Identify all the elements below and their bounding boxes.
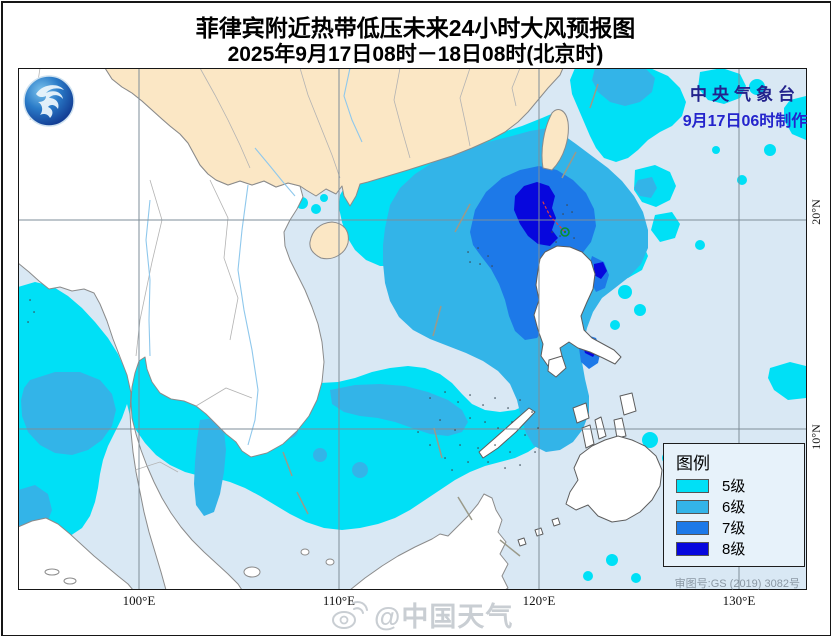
- agency-name: 中央气象台: [690, 85, 800, 104]
- lat-label-20n: 20°N: [809, 199, 823, 225]
- legend-row: 7级: [676, 520, 804, 537]
- cma-dragon-logo: [23, 75, 75, 127]
- lon-label-100e: 100°E: [122, 593, 156, 608]
- map-canvas: [17, 67, 807, 591]
- rivers: [145, 67, 363, 446]
- legend-swatch-7: [676, 520, 709, 535]
- legend-swatch-8: [676, 541, 709, 556]
- lon-label-120e: 120°E: [522, 593, 556, 608]
- island-dots: [27, 204, 575, 471]
- landmass-china: [104, 67, 569, 260]
- nine-dash-line: [282, 83, 599, 557]
- lat-label-10n: 10°N: [809, 424, 823, 450]
- watermark: @中国天气: [330, 595, 513, 634]
- lon-label-130e: 130°E: [722, 593, 756, 608]
- luzon-island: [533, 245, 622, 371]
- islands-philippines: [478, 245, 663, 547]
- legend-box: 图例 5级 6级 7级 8级: [663, 443, 805, 567]
- weibo-icon: [332, 600, 368, 629]
- palawan-island: [478, 407, 536, 459]
- legend-label-5: 5级: [722, 478, 746, 495]
- legend-title: 图例: [676, 454, 710, 473]
- taiwan-island: [541, 109, 569, 171]
- legend-row: 6级: [676, 499, 804, 516]
- legend-label-7: 7级: [722, 520, 746, 537]
- map-approval-number: 审图号:GS (2019) 3082号: [674, 578, 800, 590]
- agency-issued-time: 9月17日06时制作: [682, 113, 808, 130]
- borneo: [349, 493, 509, 591]
- agency-credit: 中央气象台 9月17日06时制作: [660, 80, 830, 131]
- watermark-text: @中国天气: [374, 602, 514, 632]
- legend-swatch-5: [676, 478, 709, 493]
- legend-row: 8级: [676, 541, 804, 558]
- lon-label-110e: 110°E: [322, 593, 356, 608]
- mindanao-island: [565, 435, 663, 523]
- page-subtitle: 2025年9月17日08时－18日08时(北京时): [227, 43, 604, 66]
- legend-row: 5级: [676, 478, 804, 495]
- legend-swatch-6: [676, 499, 709, 514]
- forecast-map: [17, 67, 807, 591]
- page-title: 菲律宾附近热带低压未来24小时大风预报图: [195, 15, 636, 41]
- legend-label-6: 6级: [722, 499, 746, 516]
- td-marker: [541, 199, 570, 237]
- legend-label-8: 8级: [722, 541, 746, 558]
